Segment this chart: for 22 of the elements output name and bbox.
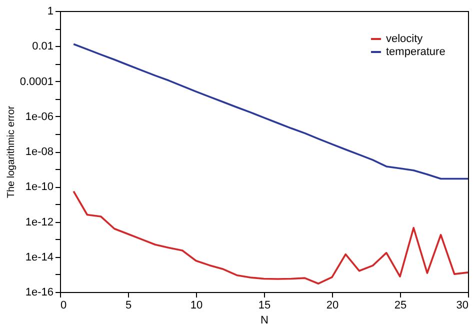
y-tick-label: 1e-08 [25,146,54,158]
y-tick-label: 1e-12 [25,216,54,228]
y-tick-label: 1 [47,6,54,18]
y-tick-label: 0.0001 [20,76,54,88]
y-tick-label: 1e-06 [25,110,54,123]
legend-label: velocity [386,33,424,45]
x-axis-title: N [260,314,269,326]
line-series [72,43,469,180]
x-tick-label: 15 [258,300,271,312]
legend-label: temperature [386,46,446,58]
x-tick-label: 25 [394,300,407,312]
x-tick-label: 5 [125,300,132,312]
x-tick-label: 0 [60,300,67,312]
x-tick-label: 10 [190,300,203,312]
y-tick-label: 0.01 [32,40,54,53]
y-tick-label: 1e-16 [25,286,54,298]
x-tick-label: 30 [456,300,468,312]
line-series [72,190,469,285]
y-tick-label: 1e-14 [25,251,54,264]
y-axis-title: The logarithmic error [6,105,17,198]
y-tick-label: 1e-10 [25,181,54,194]
x-tick-label: 20 [326,300,339,312]
